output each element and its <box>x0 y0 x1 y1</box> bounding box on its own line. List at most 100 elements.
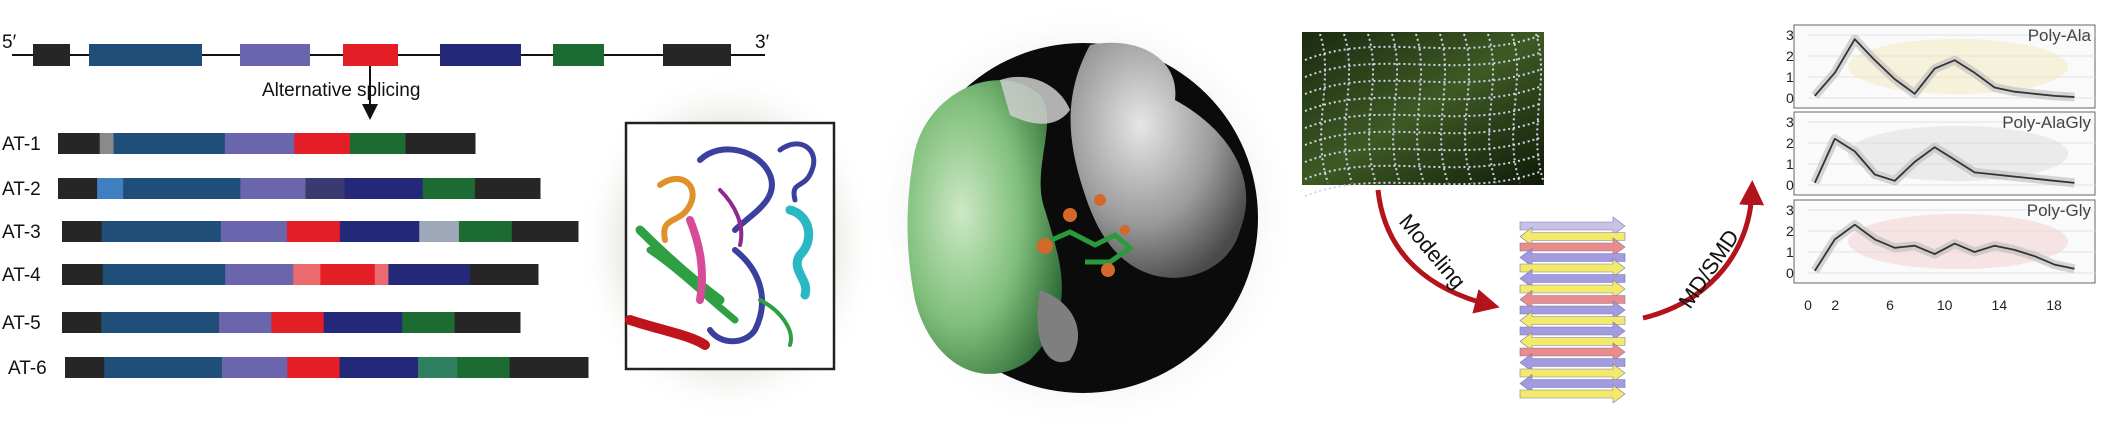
y-tick-label: 3 <box>1786 27 1794 43</box>
isoform-segment <box>454 312 521 333</box>
isoform-segment <box>305 178 346 199</box>
isoform-segment <box>458 221 513 242</box>
isoform-segment <box>388 264 471 285</box>
panel-title: Poly-Gly <box>2027 201 2092 220</box>
three-prime-label: 3′ <box>755 32 770 53</box>
isoform-segment <box>474 178 541 199</box>
protein-ribbon-image <box>625 141 817 350</box>
isoform-segment <box>97 178 124 199</box>
splicing-label: Alternative splicing <box>262 80 420 101</box>
plot-panel: 0 1 2 3 Poly-Ala <box>1786 24 2096 109</box>
isoform-segment <box>457 357 511 378</box>
isoform-segment <box>294 133 351 154</box>
beta-strand <box>1519 384 1626 404</box>
isoform-segment <box>339 221 420 242</box>
beta-strand <box>1519 258 1626 278</box>
isoform-segment <box>323 312 403 333</box>
isoform-segment <box>220 221 288 242</box>
y-tick-label: 0 <box>1786 265 1794 281</box>
beta-strand <box>1519 310 1626 331</box>
isoform-segment <box>509 357 589 378</box>
isoform-segment <box>405 133 476 154</box>
isoform-segment <box>240 178 307 199</box>
isoform-segment <box>99 133 115 154</box>
y-tick-label: 1 <box>1786 156 1794 172</box>
beta-strand <box>1519 373 1626 394</box>
panel-title: Poly-AlaGly <box>2002 113 2091 132</box>
beta-strand <box>1519 268 1626 289</box>
exon-7 <box>663 44 731 66</box>
isoform-segment <box>62 221 103 242</box>
x-tick-label: 0 <box>1804 297 1812 313</box>
series-line <box>1814 223 2075 272</box>
isoform-segment <box>511 221 579 242</box>
isoform-label: AT-2 <box>2 179 41 200</box>
web-photo-background <box>1302 32 1544 185</box>
isoform-label: AT-1 <box>2 134 41 155</box>
exon-3 <box>240 44 310 66</box>
isoform-segment <box>419 221 460 242</box>
isoform-label: AT-6 <box>8 358 47 379</box>
exon-1 <box>33 44 70 66</box>
protein-structure-panel <box>578 70 878 420</box>
grey-surface-bottom <box>1037 290 1079 363</box>
exon-6 <box>553 44 604 66</box>
y-tick-label: 2 <box>1786 223 1794 239</box>
exon-group <box>33 44 731 66</box>
web-threads <box>1304 33 1545 197</box>
mdsmd-label: MD/SMD <box>1673 225 1744 313</box>
spider-web-photo <box>1302 32 1545 197</box>
plot-panel: 0 1 2 3 Poly-AlaGly <box>1786 111 2096 196</box>
isoform-segment <box>422 178 476 199</box>
isoform-segment <box>339 357 419 378</box>
isoform-segment <box>271 312 325 333</box>
isoform-segment <box>225 264 294 285</box>
isoform-segment <box>224 133 295 154</box>
y-tick-label: 0 <box>1786 177 1794 193</box>
series-line <box>1813 137 2075 184</box>
isoform-segment <box>221 357 288 378</box>
isoform-segment <box>349 133 406 154</box>
panel-frame <box>1793 199 2096 284</box>
gene-structure: 5′ 3′ Alternative splicing AT-1AT-2AT-3A… <box>2 32 770 379</box>
isoform-segment <box>123 178 241 199</box>
y-tick-label: 1 <box>1786 69 1794 85</box>
isoform-segment <box>58 133 101 154</box>
beta-strand <box>1519 237 1626 257</box>
y-tick-label: 3 <box>1786 114 1794 130</box>
grey-surface <box>1070 42 1247 278</box>
isoform-segment <box>470 264 539 285</box>
isoform-segment <box>113 133 226 154</box>
beta-strand <box>1519 300 1626 320</box>
modeling-arrow <box>1375 189 1500 314</box>
beta-strand <box>1519 216 1626 236</box>
exon-5 <box>440 44 521 66</box>
isoform-segment <box>287 357 341 378</box>
x-tick-label: 18 <box>2046 297 2062 313</box>
isoform-segment <box>286 221 341 242</box>
beta-strand <box>1519 352 1626 373</box>
beta-strand <box>1519 363 1626 383</box>
x-tick-label: 14 <box>1992 297 2008 313</box>
isoform-segment <box>101 312 220 333</box>
isoform-segment <box>101 221 222 242</box>
green-surface <box>907 80 1062 374</box>
y-tick-label: 1 <box>1786 244 1794 260</box>
beta-sheet-model <box>1519 216 1626 404</box>
plot-panel: 0 1 2 3 Poly-Gly <box>1786 199 2096 284</box>
beta-strand <box>1519 321 1626 341</box>
exon-4 <box>343 44 398 66</box>
isoform-segment <box>219 312 272 333</box>
y-tick-label: 2 <box>1786 48 1794 64</box>
isoform-segment <box>320 264 376 285</box>
isoform-segment <box>374 264 389 285</box>
x-tick-label: 6 <box>1886 297 1894 313</box>
isoform-segment <box>62 264 104 285</box>
isoform-segment <box>293 264 321 285</box>
y-tick-label: 3 <box>1786 202 1794 218</box>
isoform-segment <box>102 264 226 285</box>
x-tick-label: 2 <box>1831 297 1839 313</box>
